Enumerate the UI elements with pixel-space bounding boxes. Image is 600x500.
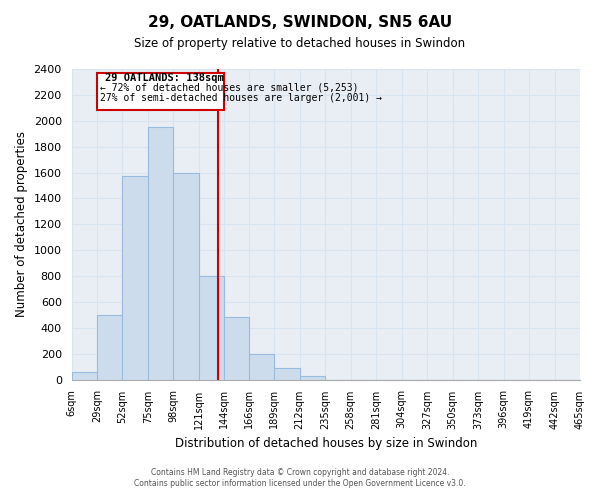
Bar [97,315,122,380]
Bar [97,73,224,110]
Text: 29, OATLANDS, SWINDON, SN5 6AU: 29, OATLANDS, SWINDON, SN5 6AU [148,15,452,30]
Bar [148,127,173,380]
Bar [173,172,199,380]
Text: Size of property relative to detached houses in Swindon: Size of property relative to detached ho… [134,38,466,51]
Bar [71,372,97,380]
Text: 29 OATLANDS: 138sqm: 29 OATLANDS: 138sqm [104,73,223,83]
Text: Contains HM Land Registry data © Crown copyright and database right 2024.
Contai: Contains HM Land Registry data © Crown c… [134,468,466,487]
Bar [199,276,224,380]
Bar [224,318,249,380]
Bar [249,354,274,380]
Bar [300,376,325,380]
Y-axis label: Number of detached properties: Number of detached properties [15,132,28,318]
Text: ← 72% of detached houses are smaller (5,253): ← 72% of detached houses are smaller (5,… [100,83,359,93]
X-axis label: Distribution of detached houses by size in Swindon: Distribution of detached houses by size … [175,437,477,450]
Bar [274,368,300,380]
Bar [122,176,148,380]
Text: 27% of semi-detached houses are larger (2,001) →: 27% of semi-detached houses are larger (… [100,93,382,103]
